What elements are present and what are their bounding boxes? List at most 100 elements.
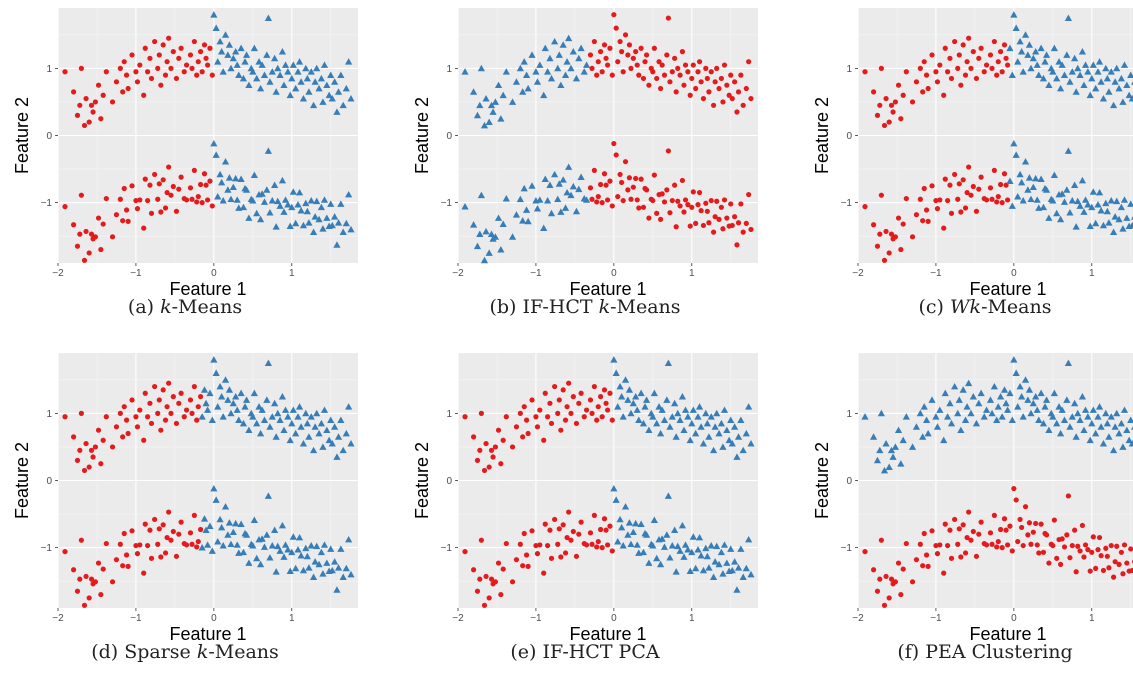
data-point-triangle — [289, 406, 297, 413]
data-point-triangle — [641, 403, 649, 410]
data-point-triangle — [221, 376, 230, 383]
data-point-circle — [1025, 532, 1031, 538]
data-point-circle — [870, 567, 877, 573]
data-point-circle — [917, 196, 923, 202]
data-point-circle — [626, 42, 633, 48]
data-point-triangle — [692, 564, 700, 572]
data-point-triangle — [508, 233, 517, 240]
data-point-triangle — [572, 74, 581, 82]
y-tick-label: −1 — [41, 198, 53, 209]
data-point-circle — [1087, 568, 1093, 574]
data-point-circle — [166, 35, 172, 41]
data-point-circle — [552, 516, 558, 523]
data-point-circle — [95, 560, 102, 566]
data-point-circle — [960, 522, 966, 528]
data-point-triangle — [524, 84, 532, 92]
data-point-triangle — [319, 225, 327, 232]
data-point-triangle — [303, 207, 311, 215]
data-point-triangle — [288, 548, 296, 556]
data-point-circle — [183, 542, 190, 548]
data-point-triangle — [309, 573, 318, 581]
data-point-triangle — [1008, 416, 1016, 423]
data-point-circle — [862, 69, 868, 75]
caption-prefix: (b) IF-HCT — [489, 296, 599, 318]
y-tick-label: 0 — [46, 131, 52, 142]
data-point-circle — [578, 519, 584, 525]
data-point-triangle — [936, 406, 944, 413]
data-point-circle — [95, 427, 102, 433]
data-point-circle — [152, 171, 158, 178]
data-point-triangle — [302, 544, 310, 552]
x-tick-label: 1 — [1089, 268, 1095, 279]
data-point-triangle — [565, 34, 573, 42]
data-point-triangle — [1068, 196, 1076, 204]
data-point-circle — [187, 185, 194, 191]
data-point-triangle — [232, 519, 240, 527]
data-point-circle — [955, 196, 961, 202]
data-point-triangle — [957, 426, 965, 434]
data-point-circle — [513, 557, 520, 563]
data-point-triangle — [1039, 203, 1048, 211]
data-point-circle — [669, 197, 675, 204]
data-point-circle — [62, 549, 68, 555]
data-point-circle — [682, 197, 689, 203]
data-point-triangle — [737, 545, 745, 552]
data-point-triangle — [250, 389, 258, 397]
data-point-triangle — [1056, 84, 1065, 92]
data-point-circle — [1011, 485, 1017, 492]
data-point-triangle — [303, 419, 311, 427]
data-point-triangle — [882, 439, 890, 447]
data-point-triangle — [1111, 213, 1119, 220]
data-point-triangle — [469, 88, 478, 95]
data-point-circle — [197, 181, 204, 188]
data-point-circle — [609, 72, 615, 78]
data-point-circle — [470, 567, 477, 573]
data-point-circle — [566, 509, 572, 515]
data-point-triangle — [563, 188, 571, 196]
data-point-circle — [599, 69, 605, 75]
data-point-triangle — [302, 64, 310, 72]
data-point-circle — [721, 197, 728, 203]
data-point-triangle — [224, 531, 232, 538]
data-point-triangle — [680, 426, 688, 434]
data-point-triangle — [1128, 94, 1133, 102]
data-point-circle — [607, 523, 613, 529]
data-point-circle — [638, 45, 644, 51]
data-point-circle — [964, 59, 970, 65]
data-point-circle — [892, 579, 899, 585]
data-point-triangle — [569, 182, 577, 190]
data-point-triangle — [731, 558, 739, 565]
data-point-circle — [133, 197, 139, 204]
data-point-circle — [568, 410, 574, 416]
data-point-circle — [970, 183, 976, 190]
data-point-triangle — [642, 531, 651, 538]
data-point-circle — [636, 205, 642, 211]
data-point-circle — [1051, 517, 1057, 523]
data-point-triangle — [221, 31, 230, 38]
data-point-circle — [603, 55, 609, 61]
data-point-circle — [142, 521, 148, 527]
data-point-triangle — [734, 564, 743, 571]
data-point-triangle — [713, 409, 721, 417]
data-point-circle — [732, 79, 738, 85]
x-tick-label: 0 — [211, 268, 217, 279]
data-point-triangle — [635, 416, 643, 423]
data-point-circle — [95, 215, 102, 221]
data-point-triangle — [281, 196, 290, 203]
data-point-triangle — [961, 416, 970, 423]
data-point-circle — [693, 85, 699, 92]
data-point-triangle — [544, 68, 552, 75]
data-point-triangle — [1119, 443, 1127, 450]
data-point-triangle — [551, 170, 559, 178]
data-point-triangle — [278, 521, 287, 529]
data-point-circle — [735, 89, 742, 95]
x-tick-label: 1 — [689, 613, 695, 624]
data-point-circle — [1013, 497, 1019, 503]
data-point-triangle — [237, 389, 245, 397]
data-point-circle — [155, 65, 161, 71]
data-point-circle — [152, 383, 158, 390]
data-point-circle — [197, 394, 204, 400]
data-point-triangle — [614, 537, 622, 545]
data-point-triangle — [660, 416, 669, 423]
data-point-triangle — [250, 516, 258, 523]
